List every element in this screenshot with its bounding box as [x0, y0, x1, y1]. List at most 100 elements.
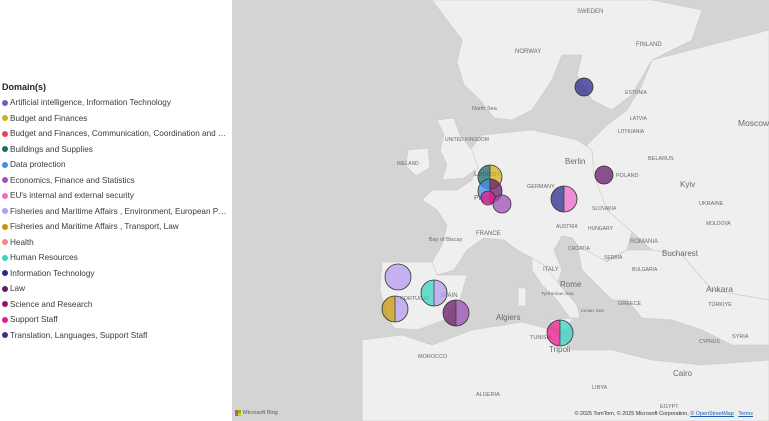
legend-item[interactable]: Data protection	[2, 157, 230, 173]
bubble-madrid[interactable]	[420, 279, 448, 307]
bubble-slice[interactable]	[382, 296, 395, 322]
bubble-vigo[interactable]	[384, 263, 412, 291]
bubble-slice[interactable]	[395, 296, 408, 322]
bubble-layer[interactable]	[381, 77, 614, 347]
bubble-outline	[574, 77, 594, 97]
legend-item[interactable]: Fisheries and Maritime Affairs , Environ…	[2, 204, 230, 220]
bubble-outline	[492, 194, 512, 214]
bubble-vilnius[interactable]	[594, 165, 614, 185]
attribution-text: © 2025 TomTom, © 2025 Microsoft Corporat…	[574, 411, 691, 417]
map-label-turkiye: TÜRKIYE	[708, 301, 732, 308]
bubble-slice[interactable]	[564, 186, 577, 212]
legend-item[interactable]: Human Resources	[2, 250, 230, 266]
legend-dot-icon	[2, 301, 8, 308]
bubble-lisbon[interactable]	[381, 295, 409, 323]
map-label-bay-of-biscay: Bay of Biscay	[429, 237, 463, 243]
map-label-moldova: MOLDOVA	[706, 221, 731, 227]
map-label-belarus: BELARUS	[648, 156, 674, 162]
legend-item[interactable]: EU's internal and external security	[2, 188, 230, 204]
legend-item[interactable]: Budget and Finances	[2, 111, 230, 127]
bubble-valencia[interactable]	[442, 299, 470, 327]
bing-branding: Microsoft Bing	[235, 410, 278, 416]
map-label-tripoli: Tripoli	[549, 345, 571, 354]
bubble-slice[interactable]	[575, 78, 593, 96]
legend-item[interactable]: Buildings and Supplies	[2, 142, 230, 158]
legend-item-label: Artificial intelligence, Information Tec…	[10, 98, 171, 108]
legend-item[interactable]: Translation, Languages, Support Staff	[2, 328, 230, 344]
map-label-france: FRANCE	[476, 231, 501, 237]
map-label-united-kingdom: UNITED KINGDOM	[445, 137, 489, 143]
map-label-hungary: HUNGARY	[588, 226, 614, 232]
map-label-latvia: LATVIA	[630, 116, 648, 122]
map-label-slovakia: SLOVAKIA	[592, 206, 617, 212]
legend-item[interactable]: Information Technology	[2, 266, 230, 282]
bubble-slice[interactable]	[481, 191, 495, 205]
map[interactable]: SWEDEN FINLAND NORWAY ESTONIA LATVIA LITHUANI…	[232, 0, 769, 421]
map-label-austria: AUSTRIA	[556, 224, 578, 230]
map-label-ankara: Ankara	[706, 284, 733, 294]
map-label-portugal: PORTUGAL	[400, 296, 430, 302]
legend-list: Artificial intelligence, Information Tec…	[2, 95, 230, 343]
legend-item[interactable]: Health	[2, 235, 230, 251]
map-label-serbia: SERBIA	[604, 255, 623, 261]
bubble-slice[interactable]	[421, 280, 434, 306]
legend-dot-icon	[2, 161, 8, 168]
map-label-libya: LIBYA	[592, 385, 608, 391]
map-label-syria: SYRIA	[732, 334, 749, 340]
openstreetmap-link[interactable]: © OpenStreetMap	[690, 411, 734, 417]
bubble-outline	[384, 263, 412, 291]
map-label-lithuania: LITHUANIA	[618, 129, 645, 135]
legend-item[interactable]: Support Staff	[2, 312, 230, 328]
bubble-slice[interactable]	[595, 166, 613, 184]
legend-item[interactable]: Science and Research	[2, 297, 230, 313]
map-label-ionian-sea: Ionian Sea	[581, 308, 604, 314]
map-label-cyprus: CYPRUS	[699, 339, 721, 345]
legend-item-label: Data protection	[10, 160, 66, 170]
map-label-algeria: ALGERIA	[476, 392, 500, 398]
legend-dot-icon	[2, 99, 8, 106]
legend-item[interactable]: Law	[2, 281, 230, 297]
map-label-moscow: Moscow	[738, 118, 769, 128]
legend-dot-icon	[2, 254, 8, 261]
legend-item[interactable]: Artificial intelligence, Information Tec…	[2, 95, 230, 111]
land-scandinavia	[431, 0, 703, 121]
legend-item-label: Buildings and Supplies	[10, 144, 93, 154]
map-label-sweden: SWEDEN	[577, 9, 603, 15]
bubble-warsaw[interactable]	[550, 185, 578, 213]
legend-item[interactable]: Fisheries and Maritime Affairs , Transpo…	[2, 219, 230, 235]
bubble-slice[interactable]	[434, 280, 447, 306]
map-label-ireland: IRELAND	[397, 161, 419, 167]
map-label-norway: NORWAY	[515, 49, 541, 55]
bubble-frankfurt[interactable]	[492, 194, 512, 214]
legend-item[interactable]: Economics, Finance and Statistics	[2, 173, 230, 189]
bubble-stockholm[interactable]	[574, 77, 594, 97]
map-attribution: © 2025 TomTom, © 2025 Microsoft Corporat…	[575, 411, 753, 417]
legend-item[interactable]: Budget and Finances, Communication, Coor…	[2, 126, 230, 142]
bubble-slice[interactable]	[493, 195, 511, 213]
legend-item-label: Economics, Finance and Statistics	[10, 175, 135, 185]
bubble-slice[interactable]	[551, 186, 564, 212]
microsoft-logo-icon	[235, 410, 241, 416]
legend-item-label: Science and Research	[10, 299, 93, 309]
legend-dot-icon	[2, 208, 8, 215]
map-label-cairo: Cairo	[673, 369, 693, 378]
bubble-slice[interactable]	[456, 300, 469, 326]
legend-dot-icon	[2, 146, 8, 153]
bubble-outline	[594, 165, 614, 185]
map-label-bucharest: Bucharest	[662, 249, 699, 258]
map-label-poland: POLAND	[616, 173, 639, 179]
map-label-north-sea: North Sea	[472, 106, 498, 112]
legend-dot-icon	[2, 177, 8, 184]
bubble-slice[interactable]	[547, 320, 560, 346]
terms-link[interactable]: Terms	[738, 411, 753, 417]
land-balkans	[576, 244, 769, 346]
bubble-slice[interactable]	[560, 320, 573, 346]
legend-dot-icon	[2, 285, 8, 292]
map-canvas[interactable]: SWEDEN FINLAND NORWAY ESTONIA LATVIA LITHUANI…	[232, 0, 769, 421]
map-label-spain: SPAIN	[440, 293, 458, 299]
bubble-slice[interactable]	[443, 300, 456, 326]
map-label-greece: GREECE	[618, 301, 642, 307]
bubble-malta[interactable]	[546, 319, 574, 347]
bubble-slice[interactable]	[385, 264, 411, 290]
legend-title: Domain(s)	[2, 82, 47, 92]
